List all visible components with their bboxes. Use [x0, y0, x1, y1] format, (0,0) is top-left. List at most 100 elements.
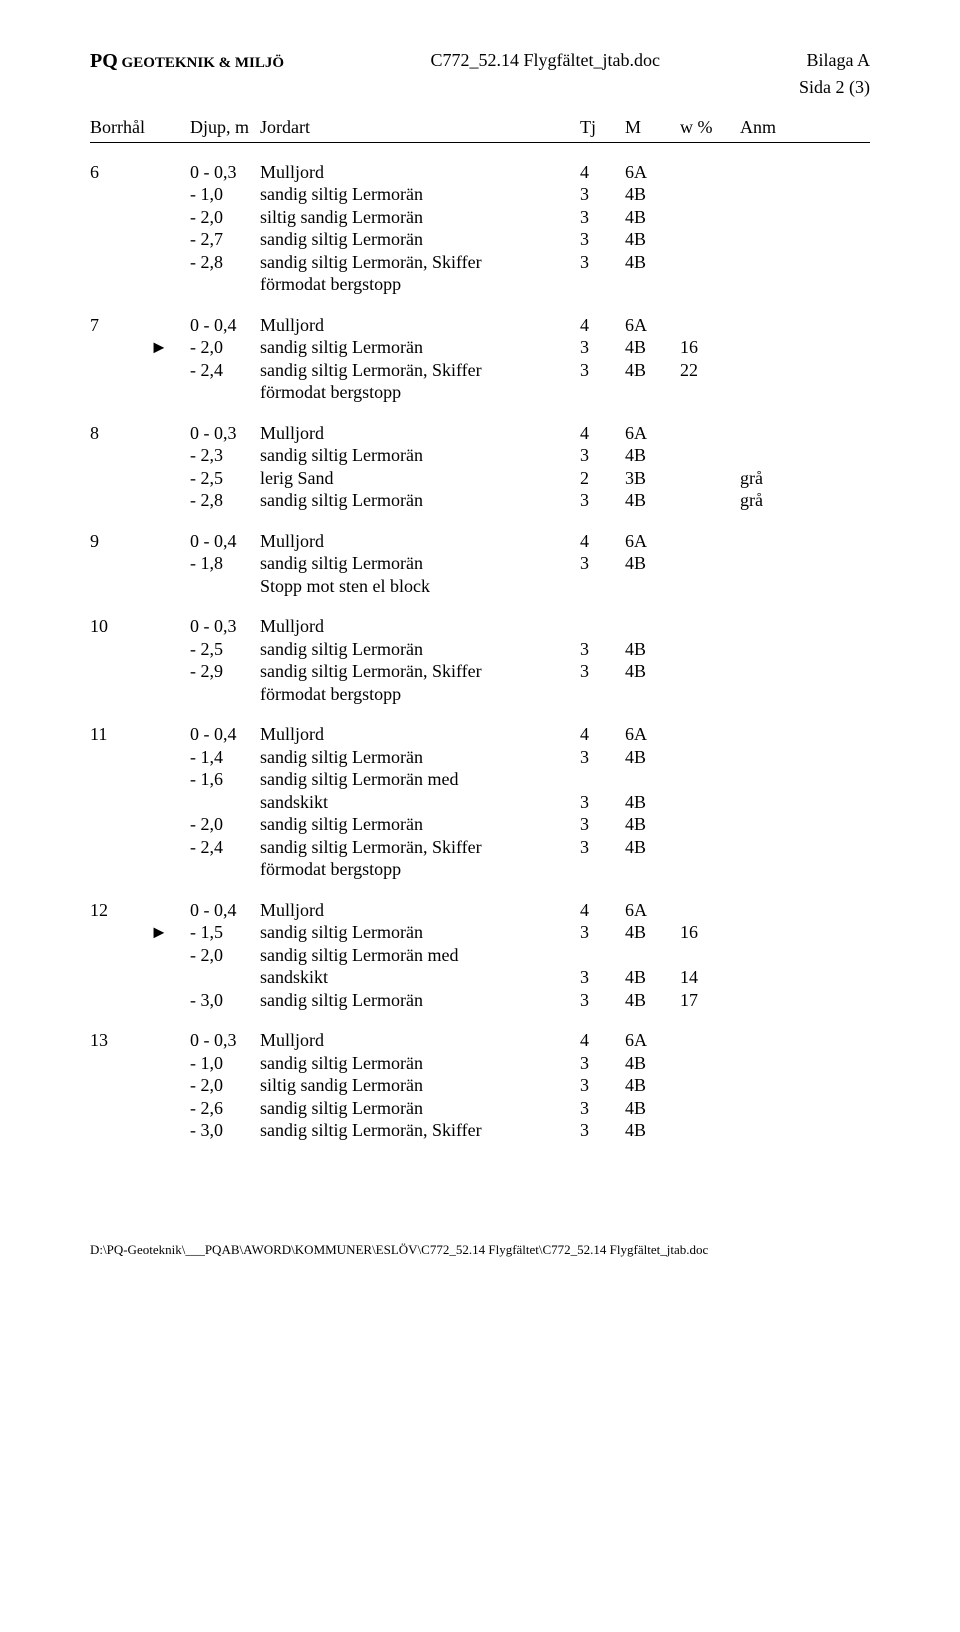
cell-jordart: sandig siltig Lermorän: [260, 228, 580, 251]
cell-m: 4B: [625, 1052, 680, 1075]
cell-mark: [150, 251, 190, 274]
cell-anm: [740, 1029, 870, 1052]
cell-tj: 4: [580, 530, 625, 553]
cell-borrhal: [90, 683, 150, 706]
cell-jordart: Mulljord: [260, 530, 580, 553]
cell-mark: [150, 1119, 190, 1142]
cell-djup: - 1,6: [190, 768, 260, 791]
cell-borrhal: [90, 1097, 150, 1120]
cell-djup: - 1,8: [190, 552, 260, 575]
cell-w: [680, 746, 740, 769]
cell-borrhal: [90, 467, 150, 490]
cell-tj: 3: [580, 336, 625, 359]
cell-mark: [150, 638, 190, 661]
table-row: Stopp mot sten el block: [90, 575, 870, 598]
cell-djup: - 2,5: [190, 467, 260, 490]
cell-anm: [740, 575, 870, 598]
cell-tj: 3: [580, 251, 625, 274]
table-row: ►- 2,0sandig siltig Lermorän34B16: [90, 336, 870, 359]
cell-borrhal: [90, 381, 150, 404]
cell-tj: 3: [580, 966, 625, 989]
cell-tj: 3: [580, 359, 625, 382]
cell-borrhal: 11: [90, 723, 150, 746]
cell-borrhal: [90, 858, 150, 881]
cell-anm: [740, 899, 870, 922]
cell-jordart: lerig Sand: [260, 467, 580, 490]
cell-m: 3B: [625, 467, 680, 490]
cell-jordart: sandig siltig Lermorän: [260, 1052, 580, 1075]
table-row: 100 - 0,3Mulljord: [90, 615, 870, 638]
table-row: förmodat bergstopp: [90, 273, 870, 296]
group-spacer: [90, 142, 870, 161]
table-row: - 2,6sandig siltig Lermorän34B: [90, 1097, 870, 1120]
cell-m: 4B: [625, 638, 680, 661]
cell-anm: [740, 251, 870, 274]
cell-mark: [150, 381, 190, 404]
cell-w: [680, 530, 740, 553]
cell-jordart: sandig siltig Lermorän: [260, 552, 580, 575]
table-row: - 3,0sandig siltig Lermorän, Skiffer34B: [90, 1119, 870, 1142]
cell-m: [625, 381, 680, 404]
cell-w: [680, 791, 740, 814]
cell-tj: 3: [580, 1074, 625, 1097]
cell-tj: [580, 768, 625, 791]
cell-jordart: sandig siltig Lermorän: [260, 183, 580, 206]
header-left-rest: GEOTEKNIK & MILJÖ: [118, 55, 284, 71]
cell-borrhal: [90, 336, 150, 359]
cell-tj: 3: [580, 791, 625, 814]
cell-w: [680, 444, 740, 467]
cell-mark: [150, 944, 190, 967]
cell-m: [625, 768, 680, 791]
cell-jordart: Stopp mot sten el block: [260, 575, 580, 598]
cell-djup: [190, 858, 260, 881]
cell-djup: - 2,3: [190, 444, 260, 467]
col-m: M: [625, 116, 680, 142]
cell-djup: - 3,0: [190, 1119, 260, 1142]
cell-djup: - 2,0: [190, 813, 260, 836]
cell-w: [680, 858, 740, 881]
group-spacer: [90, 404, 870, 422]
cell-anm: [740, 723, 870, 746]
table-row: - 1,4sandig siltig Lermorän34B: [90, 746, 870, 769]
footer-path: D:\PQ-Geoteknik\___PQAB\AWORD\KOMMUNER\E…: [90, 1242, 870, 1258]
cell-mark: [150, 444, 190, 467]
cell-mark: [150, 746, 190, 769]
header-row: PQ GEOTEKNIK & MILJÖ C772_52.14 Flygfält…: [90, 50, 870, 73]
cell-w: [680, 183, 740, 206]
header-center: C772_52.14 Flygfältet_jtab.doc: [431, 50, 660, 73]
cell-jordart: sandig siltig Lermorän: [260, 1097, 580, 1120]
cell-w: [680, 314, 740, 337]
cell-djup: [190, 966, 260, 989]
cell-anm: [740, 314, 870, 337]
cell-jordart: sandskikt: [260, 791, 580, 814]
cell-borrhal: [90, 660, 150, 683]
cell-djup: 0 - 0,3: [190, 422, 260, 445]
cell-w: [680, 422, 740, 445]
cell-m: [625, 944, 680, 967]
table-row: - 1,0sandig siltig Lermorän34B: [90, 1052, 870, 1075]
cell-w: [680, 228, 740, 251]
cell-mark: [150, 1052, 190, 1075]
cell-borrhal: [90, 1052, 150, 1075]
cell-borrhal: [90, 206, 150, 229]
data-table: Borrhål Djup, m Jordart Tj M w % Anm 60 …: [90, 116, 870, 1142]
cell-mark: [150, 530, 190, 553]
cell-djup: - 2,6: [190, 1097, 260, 1120]
cell-borrhal: [90, 768, 150, 791]
cell-tj: 3: [580, 1097, 625, 1120]
cell-djup: - 1,4: [190, 746, 260, 769]
cell-borrhal: [90, 1074, 150, 1097]
cell-m: [625, 273, 680, 296]
cell-borrhal: [90, 552, 150, 575]
cell-borrhal: [90, 251, 150, 274]
cell-djup: - 2,4: [190, 359, 260, 382]
cell-borrhal: [90, 575, 150, 598]
cell-w: [680, 944, 740, 967]
cell-mark: [150, 615, 190, 638]
cell-jordart: förmodat bergstopp: [260, 381, 580, 404]
cell-mark: [150, 723, 190, 746]
cell-anm: [740, 921, 870, 944]
cell-w: [680, 467, 740, 490]
col-w: w %: [680, 116, 740, 142]
cell-anm: [740, 638, 870, 661]
